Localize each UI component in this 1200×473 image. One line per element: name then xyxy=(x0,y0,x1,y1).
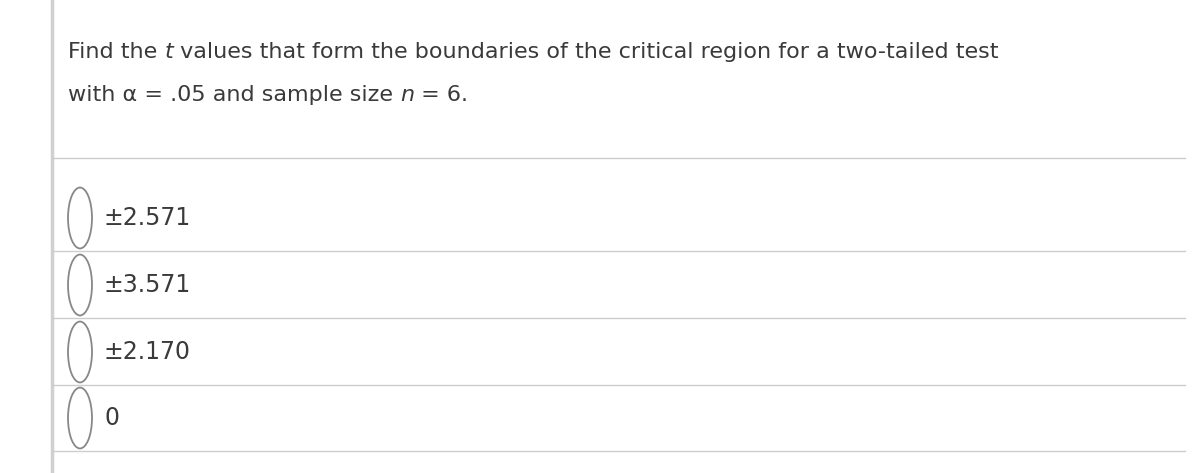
Text: with α = .05 and sample size: with α = .05 and sample size xyxy=(68,85,400,105)
Text: 0: 0 xyxy=(104,406,119,430)
Text: ±2.571: ±2.571 xyxy=(104,206,191,230)
Text: n: n xyxy=(400,85,414,105)
Text: values that form the boundaries of the critical region for a two-tailed test: values that form the boundaries of the c… xyxy=(173,42,998,62)
Text: ±2.170: ±2.170 xyxy=(104,340,191,364)
Text: Find the: Find the xyxy=(68,42,164,62)
Text: = 6.: = 6. xyxy=(414,85,468,105)
Text: t: t xyxy=(164,42,173,62)
Text: ±3.571: ±3.571 xyxy=(104,273,191,297)
